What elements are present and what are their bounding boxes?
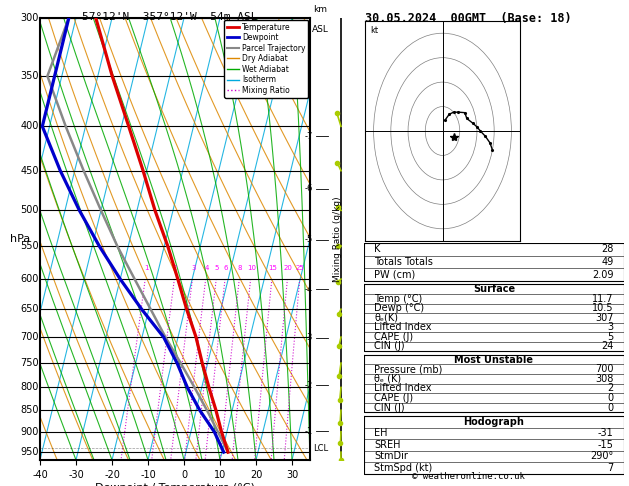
Text: -5: -5 bbox=[304, 235, 313, 244]
Text: 500: 500 bbox=[20, 206, 38, 215]
Text: CIN (J): CIN (J) bbox=[374, 342, 405, 351]
Text: 2: 2 bbox=[173, 264, 177, 271]
Text: 2: 2 bbox=[608, 383, 614, 394]
Text: Pressure (mb): Pressure (mb) bbox=[374, 364, 443, 374]
Text: 3: 3 bbox=[191, 264, 196, 271]
Text: 8: 8 bbox=[238, 264, 242, 271]
Text: 5: 5 bbox=[608, 332, 614, 342]
Text: -4: -4 bbox=[304, 285, 313, 294]
Text: 49: 49 bbox=[601, 257, 614, 267]
Text: Most Unstable: Most Unstable bbox=[455, 355, 533, 364]
Text: 800: 800 bbox=[20, 382, 38, 392]
Text: -15: -15 bbox=[598, 440, 614, 450]
Text: θₑ (K): θₑ (K) bbox=[374, 374, 401, 384]
Text: 550: 550 bbox=[20, 242, 38, 251]
Text: SREH: SREH bbox=[374, 440, 401, 450]
X-axis label: Dewpoint / Temperature (°C): Dewpoint / Temperature (°C) bbox=[95, 483, 255, 486]
Text: 300: 300 bbox=[20, 13, 38, 23]
Text: 0: 0 bbox=[608, 393, 614, 403]
Text: hPa: hPa bbox=[9, 234, 30, 244]
Text: 25: 25 bbox=[296, 264, 304, 271]
Text: ASL: ASL bbox=[311, 25, 328, 34]
Text: Hodograph: Hodograph bbox=[464, 417, 525, 427]
Text: 700: 700 bbox=[20, 332, 38, 342]
Text: 400: 400 bbox=[20, 122, 38, 131]
Text: 4: 4 bbox=[204, 264, 209, 271]
Text: Dewp (°C): Dewp (°C) bbox=[374, 303, 425, 313]
Text: Totals Totals: Totals Totals bbox=[374, 257, 433, 267]
Text: Lifted Index: Lifted Index bbox=[374, 383, 432, 394]
Text: -6: -6 bbox=[304, 184, 313, 193]
Text: 15: 15 bbox=[268, 264, 277, 271]
Text: StmDir: StmDir bbox=[374, 451, 408, 462]
Text: CAPE (J): CAPE (J) bbox=[374, 393, 413, 403]
Text: PW (cm): PW (cm) bbox=[374, 270, 416, 279]
Text: 20: 20 bbox=[284, 264, 292, 271]
Text: 650: 650 bbox=[20, 304, 38, 314]
Text: EH: EH bbox=[374, 428, 388, 438]
Text: 10.5: 10.5 bbox=[592, 303, 614, 313]
Text: -2: -2 bbox=[304, 381, 313, 390]
Text: 11.7: 11.7 bbox=[592, 294, 614, 304]
Text: CIN (J): CIN (J) bbox=[374, 403, 405, 413]
Text: 30.05.2024  00GMT  (Base: 18): 30.05.2024 00GMT (Base: 18) bbox=[365, 12, 572, 25]
Text: 0: 0 bbox=[608, 403, 614, 413]
Text: 24: 24 bbox=[601, 342, 614, 351]
Text: -7: -7 bbox=[304, 132, 313, 141]
Text: 5: 5 bbox=[214, 264, 219, 271]
Text: -1: -1 bbox=[304, 427, 313, 436]
Text: 1: 1 bbox=[144, 264, 148, 271]
Text: 700: 700 bbox=[595, 364, 614, 374]
Text: θₑ(K): θₑ(K) bbox=[374, 313, 398, 323]
Legend: Temperature, Dewpoint, Parcel Trajectory, Dry Adiabat, Wet Adiabat, Isotherm, Mi: Temperature, Dewpoint, Parcel Trajectory… bbox=[225, 19, 308, 98]
Text: StmSpd (kt): StmSpd (kt) bbox=[374, 463, 433, 473]
Text: 308: 308 bbox=[595, 374, 614, 384]
Text: 450: 450 bbox=[20, 166, 38, 176]
Text: LCL: LCL bbox=[313, 444, 328, 452]
Text: 600: 600 bbox=[20, 274, 38, 284]
Text: Temp (°C): Temp (°C) bbox=[374, 294, 423, 304]
Text: 900: 900 bbox=[20, 427, 38, 437]
Text: 2.09: 2.09 bbox=[592, 270, 614, 279]
Text: 350: 350 bbox=[20, 71, 38, 81]
Text: 10: 10 bbox=[247, 264, 256, 271]
Text: K: K bbox=[374, 244, 381, 254]
Text: 3: 3 bbox=[608, 322, 614, 332]
Text: © weatheronline.co.uk: © weatheronline.co.uk bbox=[412, 472, 525, 481]
Text: 7: 7 bbox=[608, 463, 614, 473]
Text: 290°: 290° bbox=[591, 451, 614, 462]
Text: 750: 750 bbox=[20, 358, 38, 368]
Text: 28: 28 bbox=[601, 244, 614, 254]
Text: 57°12'N  357°12'W  54m ASL: 57°12'N 357°12'W 54m ASL bbox=[82, 12, 258, 22]
Text: Lifted Index: Lifted Index bbox=[374, 322, 432, 332]
Text: CAPE (J): CAPE (J) bbox=[374, 332, 413, 342]
Text: kt: kt bbox=[370, 26, 378, 35]
Text: Surface: Surface bbox=[473, 284, 515, 294]
Text: -31: -31 bbox=[598, 428, 614, 438]
Text: 950: 950 bbox=[20, 447, 38, 457]
Text: -3: -3 bbox=[304, 333, 313, 342]
Text: 307: 307 bbox=[595, 313, 614, 323]
Text: 6: 6 bbox=[223, 264, 228, 271]
Text: Mixing Ratio (g/kg): Mixing Ratio (g/kg) bbox=[333, 196, 343, 282]
Text: 850: 850 bbox=[20, 405, 38, 415]
Text: km: km bbox=[313, 4, 327, 14]
